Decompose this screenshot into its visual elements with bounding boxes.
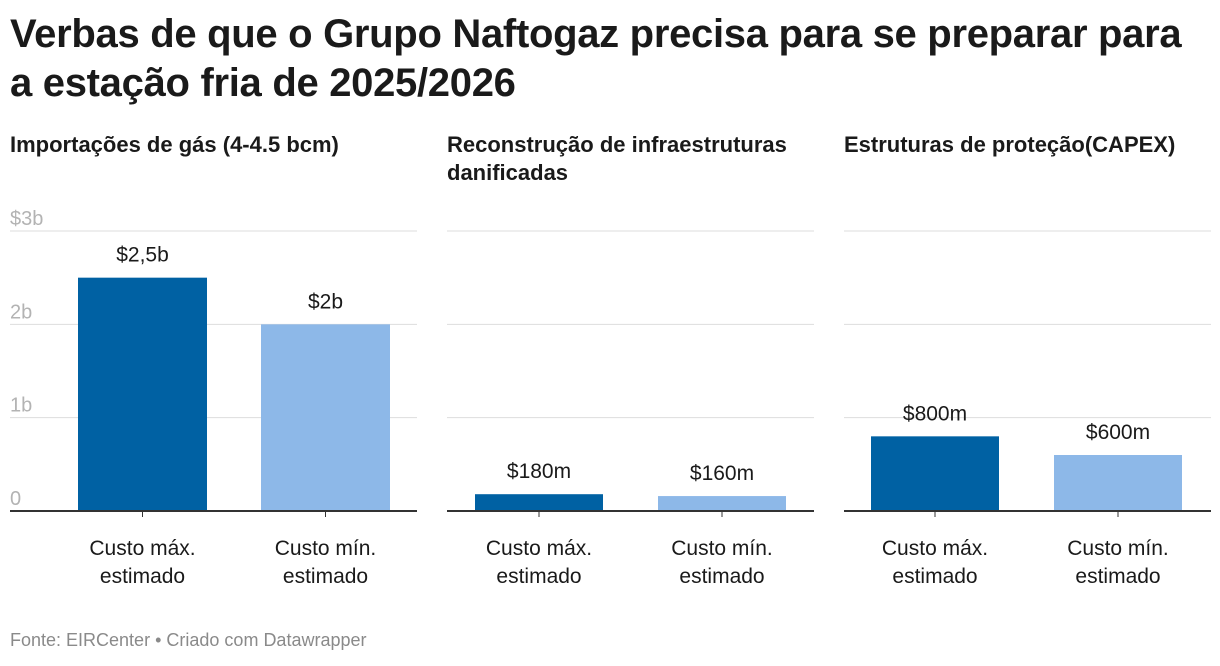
bar-min-cost	[261, 324, 390, 511]
bar-min-cost	[658, 496, 786, 511]
category-label: estimado	[283, 565, 368, 588]
category-label: Custo máx.	[89, 537, 195, 560]
category-label: estimado	[892, 565, 977, 588]
value-label: $2b	[308, 290, 343, 313]
panel-title-protection: Estruturas de proteção(CAPEX)	[844, 132, 1176, 157]
bar-max-cost	[78, 277, 207, 511]
footer-separator: •	[155, 630, 162, 650]
value-label: $180m	[507, 460, 571, 483]
category-label: Custo mín.	[275, 537, 377, 560]
category-label: Custo mín.	[671, 537, 773, 560]
category-label: Custo mín.	[1067, 537, 1169, 560]
y-tick-label: 1b	[10, 395, 32, 417]
bar-chart-panels: 0 1b 2b $3b $2,5b Custo máx. estimado $2b Custo …	[10, 208, 1211, 588]
value-label: $800m	[903, 402, 967, 425]
category-label: estimado	[496, 565, 581, 588]
chart-footer: Fonte: EIRCenter • Criado com Datawrappe…	[10, 630, 367, 651]
credit-link[interactable]: Criado com Datawrapper	[166, 630, 367, 650]
value-label: $600m	[1086, 421, 1150, 444]
value-label: $160m	[690, 462, 754, 485]
category-label: Custo máx.	[486, 537, 592, 560]
category-label: estimado	[1075, 565, 1160, 588]
category-label: Custo máx.	[882, 537, 988, 560]
source-note: Fonte: EIRCenter	[10, 630, 151, 650]
y-tick-label: 0	[10, 488, 21, 510]
chart-title: Verbas de que o Grupo Naftogaz precisa p…	[10, 12, 1182, 105]
value-label: $2,5b	[116, 244, 169, 267]
panel-title-reconstruction: Reconstrução de infraestruturas danifica…	[447, 132, 787, 185]
y-tick-label: $3b	[10, 208, 43, 230]
bar-min-cost	[1054, 455, 1182, 511]
bar-max-cost	[475, 494, 603, 511]
y-tick-label: 2b	[10, 301, 32, 323]
category-label: estimado	[100, 565, 185, 588]
bar-max-cost	[871, 436, 999, 511]
category-label: estimado	[679, 565, 764, 588]
panel-title-gas-imports: Importações de gás (4-4.5 bcm)	[10, 132, 339, 157]
